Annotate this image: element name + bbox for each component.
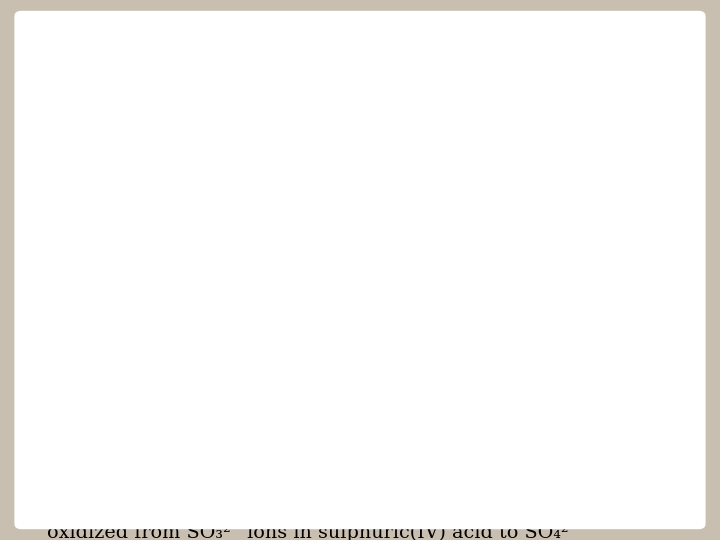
Text: nitric(V)acid to brown nitrogen(IV)oxide gas itself: nitric(V)acid to brown nitrogen(IV)oxide… (47, 482, 535, 500)
Text: Brown fumes of a gas evolved/produced.: Brown fumes of a gas evolved/produced. (47, 355, 444, 373)
Text: containing about 3 cm3 of concentrated nitric(V)acid. or;: containing about 3 cm3 of concentrated n… (47, 187, 605, 205)
Text: www.jokangoye.com: www.jokangoye.com (428, 510, 536, 519)
Text: Observation:: Observation: (47, 313, 172, 331)
Text: Sulphur(IV) oxide gas reduces concentrated: Sulphur(IV) oxide gas reduces concentrat… (47, 440, 478, 458)
Text: 47: 47 (670, 509, 684, 519)
Text: oxidized from SO₃²⁻ ions in sulphuric(IV) acid to SO₄²⁻: oxidized from SO₃²⁻ ions in sulphuric(IV… (47, 524, 579, 540)
Text: (ii)Place about 3cm3 of concentrated nitric(V)acid into: (ii)Place about 3cm3 of concentrated nit… (47, 229, 593, 247)
Text: (i)Pass a stream of Sulphur(IV) oxide gas in a test tube: (i)Pass a stream of Sulphur(IV) oxide ga… (47, 145, 582, 163)
Text: (f)Reduces Nitric(V)acid to Nitrogen(IV)oxide gas: (f)Reduces Nitric(V)acid to Nitrogen(IV)… (50, 62, 652, 84)
Text: Experiment:: Experiment: (47, 103, 167, 120)
Text: Explanation:: Explanation: (47, 397, 170, 415)
Text: a gas jar containing Sulphur(IV) oxide gas. Swirl.: a gas jar containing Sulphur(IV) oxide g… (47, 271, 528, 289)
